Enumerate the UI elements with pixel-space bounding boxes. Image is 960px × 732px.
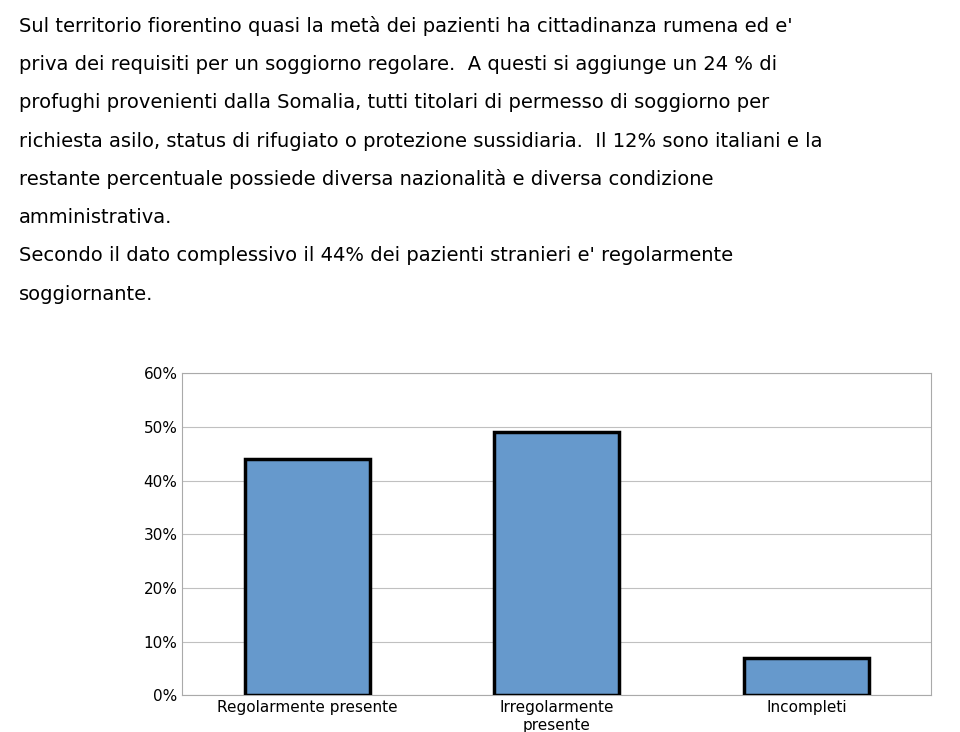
Text: amministrativa.: amministrativa. bbox=[19, 208, 173, 227]
Text: priva dei requisiti per un soggiorno regolare.  A questi si aggiunge un 24 % di: priva dei requisiti per un soggiorno reg… bbox=[19, 55, 778, 74]
Text: Secondo il dato complessivo il 44% dei pazienti stranieri e' regolarmente: Secondo il dato complessivo il 44% dei p… bbox=[19, 246, 733, 265]
Text: profughi provenienti dalla Somalia, tutti titolari di permesso di soggiorno per: profughi provenienti dalla Somalia, tutt… bbox=[19, 94, 769, 113]
Bar bbox=[245, 459, 370, 695]
Text: Sul territorio fiorentino quasi la metà dei pazienti ha cittadinanza rumena ed e: Sul territorio fiorentino quasi la metà … bbox=[19, 16, 793, 37]
Bar bbox=[744, 658, 869, 695]
Bar bbox=[494, 433, 619, 695]
Text: restante percentuale possiede diversa nazionalità e diversa condizione: restante percentuale possiede diversa na… bbox=[19, 169, 713, 190]
Text: soggiornante.: soggiornante. bbox=[19, 285, 154, 304]
Text: richiesta asilo, status di rifugiato o protezione sussidiaria.  Il 12% sono ital: richiesta asilo, status di rifugiato o p… bbox=[19, 132, 823, 151]
